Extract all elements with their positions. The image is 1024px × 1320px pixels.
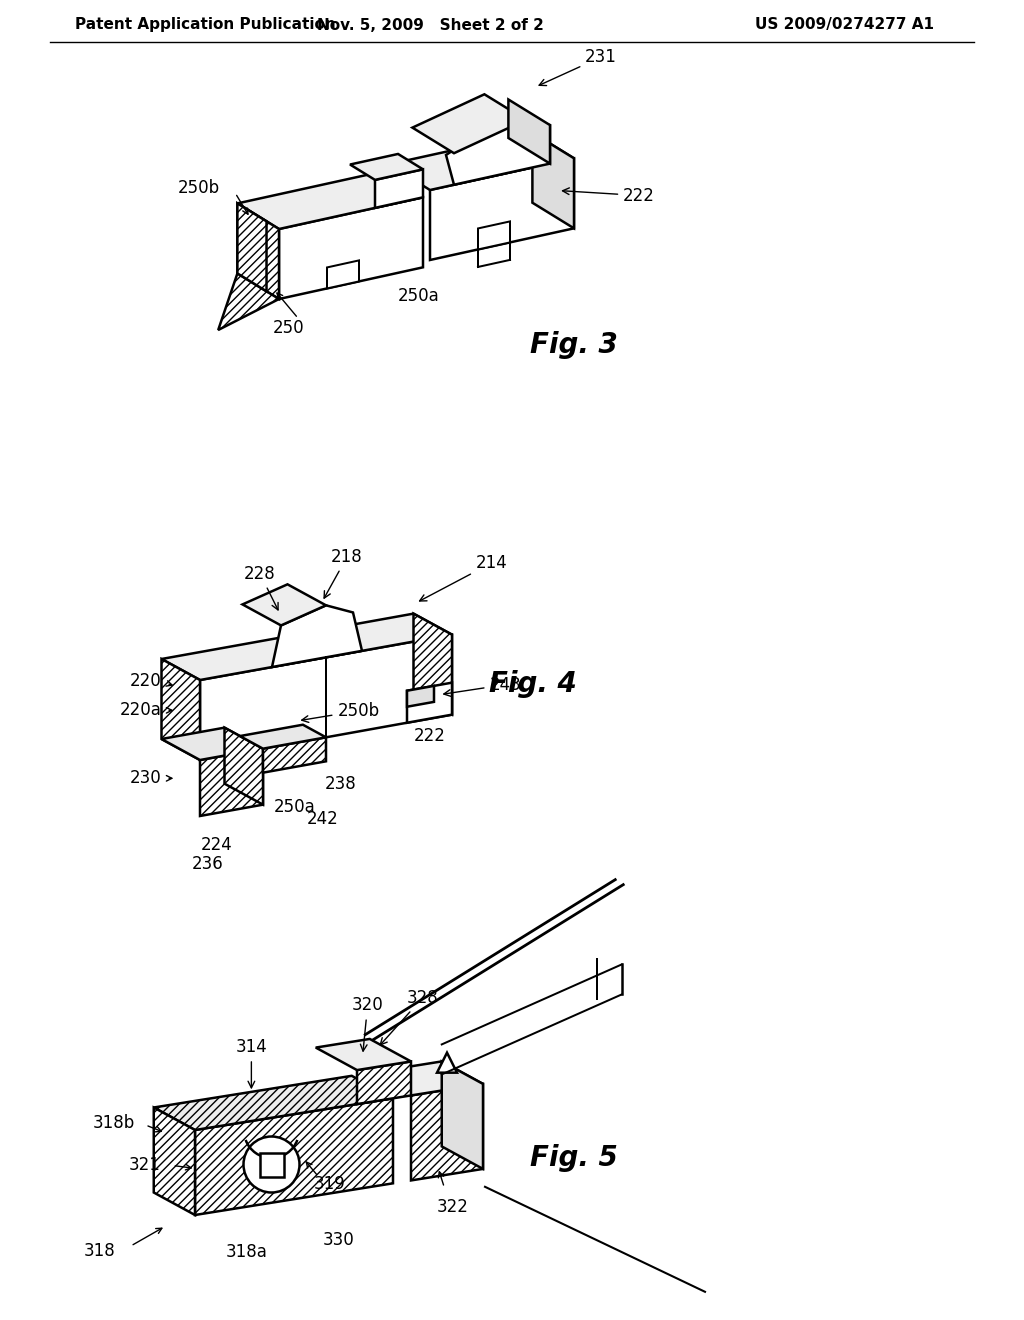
Polygon shape [200, 748, 263, 816]
Text: 250a: 250a [398, 286, 440, 305]
Polygon shape [388, 133, 574, 190]
Polygon shape [430, 158, 574, 260]
Polygon shape [162, 614, 452, 680]
Polygon shape [508, 99, 550, 164]
Polygon shape [370, 1061, 483, 1096]
Text: 230: 230 [129, 770, 161, 787]
Polygon shape [224, 727, 263, 805]
Text: 242: 242 [307, 809, 339, 828]
Text: Fig. 3: Fig. 3 [530, 331, 617, 359]
Text: Fig. 5: Fig. 5 [530, 1143, 617, 1172]
Text: Patent Application Publication: Patent Application Publication [75, 17, 336, 33]
Text: 318a: 318a [226, 1242, 268, 1261]
Polygon shape [218, 273, 279, 330]
Polygon shape [240, 725, 326, 748]
Polygon shape [162, 727, 263, 760]
Polygon shape [154, 1107, 195, 1214]
Text: US 2009/0274277 A1: US 2009/0274277 A1 [755, 17, 934, 33]
Polygon shape [446, 120, 550, 185]
Text: 321: 321 [129, 1156, 161, 1175]
Text: 228: 228 [244, 565, 279, 610]
Polygon shape [407, 682, 452, 723]
Polygon shape [238, 203, 266, 292]
Polygon shape [162, 659, 200, 760]
Text: 220a: 220a [120, 701, 161, 719]
Text: 224: 224 [201, 836, 232, 854]
Text: 314: 314 [236, 1039, 267, 1088]
Text: 238: 238 [326, 775, 357, 793]
Polygon shape [407, 686, 434, 706]
Polygon shape [414, 614, 452, 714]
Text: 243: 243 [443, 676, 521, 697]
Polygon shape [413, 94, 526, 153]
Text: 330: 330 [324, 1232, 355, 1249]
Text: 319: 319 [313, 1175, 345, 1193]
Text: 220: 220 [129, 672, 161, 690]
Polygon shape [272, 606, 362, 667]
Circle shape [244, 1137, 299, 1192]
Polygon shape [279, 197, 423, 300]
Polygon shape [411, 1084, 483, 1180]
Polygon shape [532, 133, 574, 228]
Text: 328: 328 [380, 989, 438, 1045]
Text: 218: 218 [325, 548, 362, 598]
Text: 250: 250 [272, 319, 304, 338]
Polygon shape [478, 222, 510, 249]
Polygon shape [238, 203, 279, 300]
Polygon shape [357, 1061, 411, 1104]
Text: 322: 322 [436, 1197, 468, 1216]
Text: 250b: 250b [178, 180, 220, 197]
Text: 318b: 318b [93, 1114, 135, 1133]
Text: 250b: 250b [302, 702, 380, 722]
Text: 318: 318 [84, 1242, 116, 1261]
Text: 231: 231 [540, 48, 617, 86]
Polygon shape [350, 154, 423, 180]
Polygon shape [375, 169, 423, 207]
Polygon shape [259, 1152, 284, 1176]
Polygon shape [195, 1098, 393, 1214]
Polygon shape [154, 1076, 393, 1130]
Polygon shape [315, 1039, 411, 1071]
Text: 236: 236 [193, 855, 224, 873]
Polygon shape [200, 635, 452, 760]
Polygon shape [327, 260, 359, 289]
Text: 214: 214 [420, 554, 508, 601]
Polygon shape [263, 738, 326, 772]
Text: Nov. 5, 2009   Sheet 2 of 2: Nov. 5, 2009 Sheet 2 of 2 [316, 17, 544, 33]
Polygon shape [238, 172, 423, 228]
Polygon shape [437, 1052, 457, 1073]
Text: 320: 320 [352, 997, 384, 1051]
Polygon shape [243, 585, 326, 626]
Text: 222: 222 [414, 727, 446, 744]
Polygon shape [441, 1061, 483, 1170]
Text: 250a: 250a [274, 797, 315, 816]
Text: Fig. 4: Fig. 4 [489, 669, 577, 698]
Text: 222: 222 [562, 186, 655, 205]
